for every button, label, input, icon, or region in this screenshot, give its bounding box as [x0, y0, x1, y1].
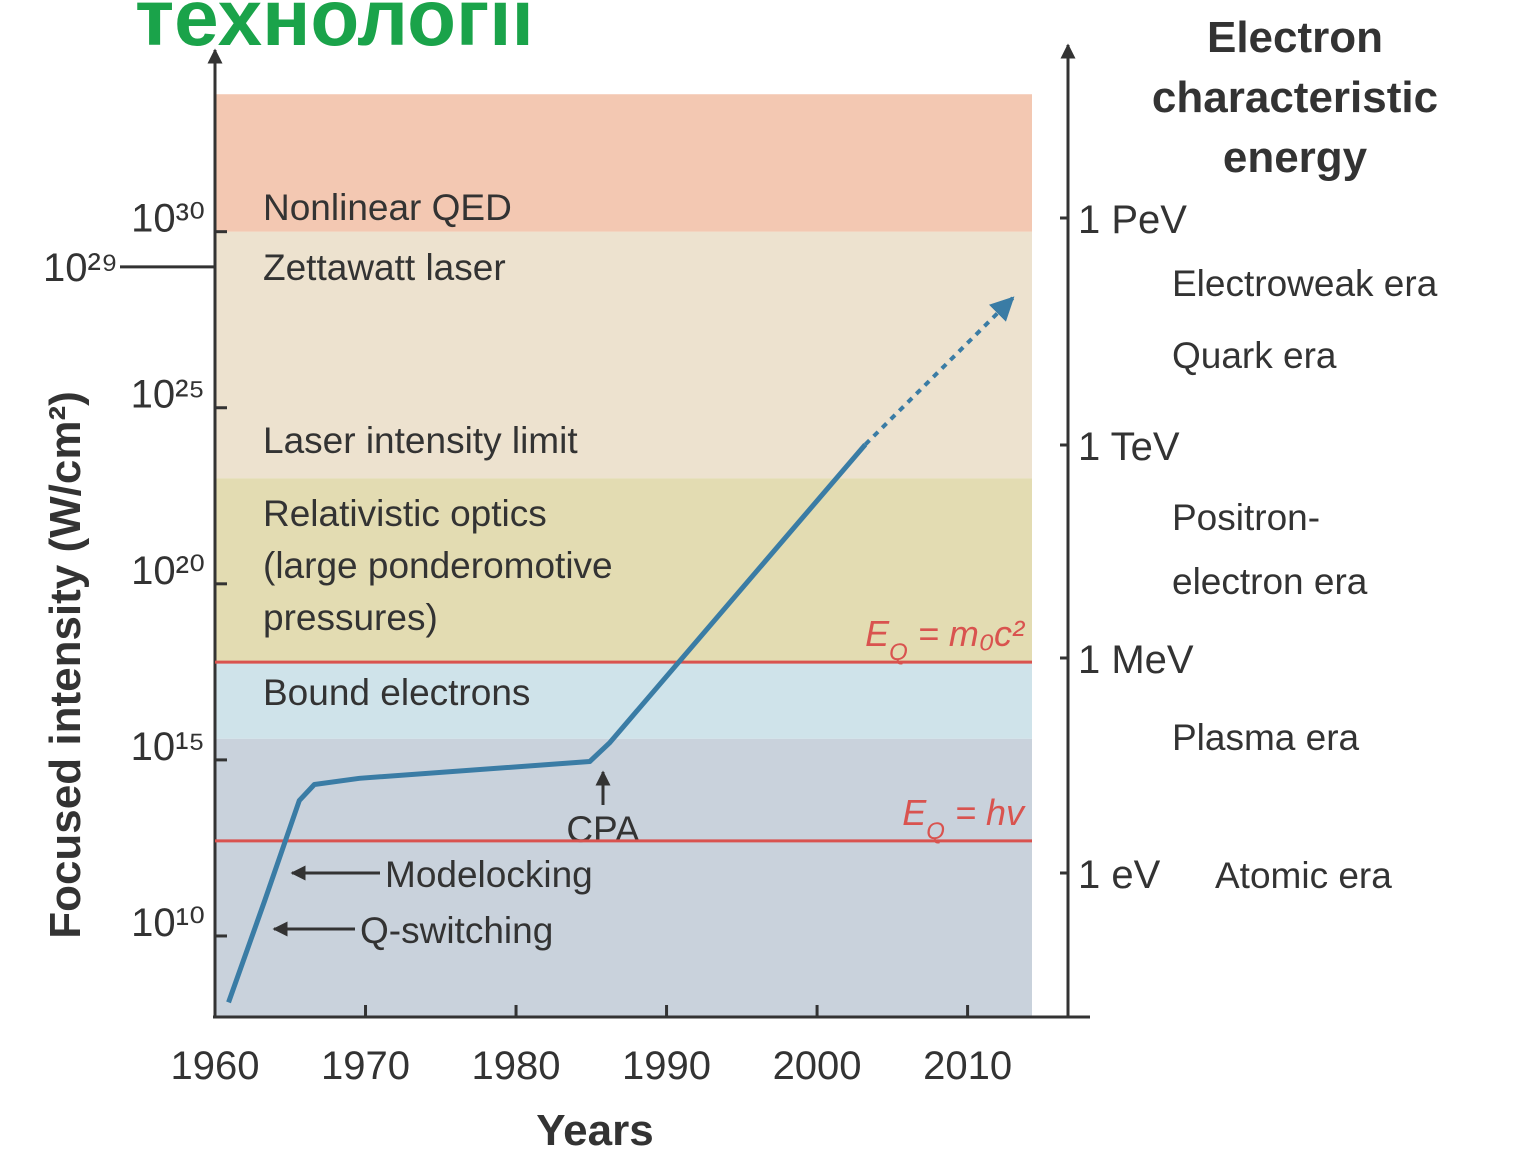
- x-tick-label: 1960: [171, 1044, 260, 1088]
- y-tick-label: 10¹⁵: [131, 725, 205, 769]
- y2-title: characteristic: [1152, 73, 1438, 122]
- threshold-label-part: Q: [926, 817, 945, 844]
- y2-title: energy: [1223, 133, 1368, 182]
- x-tick-label: 2000: [773, 1044, 862, 1088]
- series-line: [863, 296, 1015, 446]
- band: [215, 738, 1032, 1017]
- threshold-label-part: = m₀c²: [908, 613, 1026, 654]
- era-label: Positron-: [1172, 497, 1320, 538]
- region-label: Nonlinear QED: [263, 187, 512, 228]
- band: [215, 94, 1032, 232]
- threshold-label-part: E: [902, 792, 927, 833]
- y2-title: Electron: [1207, 13, 1383, 62]
- band: [215, 478, 1032, 663]
- annotation: Modelocking: [385, 854, 593, 895]
- overlay: Nonlinear QED Zettawatt laser Laser inte…: [41, 0, 1438, 1155]
- region-label: Bound electrons: [263, 672, 530, 713]
- threshold-label: EQ = m₀c²: [865, 613, 1026, 666]
- y2-label: 1 TeV: [1078, 425, 1180, 469]
- era-label: Electroweak era: [1172, 263, 1438, 304]
- page-title: технології: [135, 0, 535, 62]
- threshold-label-part: E: [865, 613, 890, 654]
- series-line: [226, 442, 868, 1004]
- band: [215, 231, 1032, 479]
- x-tick-label: 1980: [472, 1044, 561, 1088]
- x-tick-label: 2010: [923, 1044, 1012, 1088]
- x-axis-title: Years: [536, 1106, 653, 1150]
- x-tick-label: 1990: [622, 1044, 711, 1088]
- threshold-label: EQ = hv: [902, 792, 1026, 845]
- y-tick-label: 10²⁹: [43, 246, 118, 290]
- y2-label: 1 PeV: [1078, 198, 1187, 242]
- era-label: electron era: [1172, 561, 1368, 602]
- era-label: Plasma era: [1172, 717, 1360, 758]
- y2-label: 1 MeV: [1078, 638, 1194, 682]
- era-label: Atomic era: [1215, 855, 1392, 896]
- region-label: (large ponderomotive: [263, 545, 613, 586]
- annotation: Q-switching: [360, 910, 553, 951]
- annotation: CPA: [566, 809, 640, 850]
- bands: [215, 94, 1032, 1017]
- region-label: Laser intensity limit: [263, 420, 578, 461]
- region-label: pressures): [263, 597, 438, 638]
- era-label: Quark era: [1172, 335, 1337, 376]
- y2-label: 1 eV: [1078, 853, 1161, 897]
- x-tick-label: 1970: [321, 1044, 410, 1088]
- threshold-label-part: Q: [889, 639, 908, 666]
- region-label: Relativistic optics: [263, 493, 547, 534]
- y-tick-label: 10²⁰: [131, 549, 205, 593]
- y-axis-title: Focused intensity (W/cm²): [41, 391, 90, 939]
- threshold-label-part: = hv: [945, 792, 1026, 833]
- y-tick-label: 10³⁰: [131, 197, 205, 241]
- region-label: Zettawatt laser: [263, 247, 506, 288]
- y-tick-label: 10¹⁰: [131, 901, 205, 945]
- y-tick-label: 10²⁵: [131, 373, 205, 417]
